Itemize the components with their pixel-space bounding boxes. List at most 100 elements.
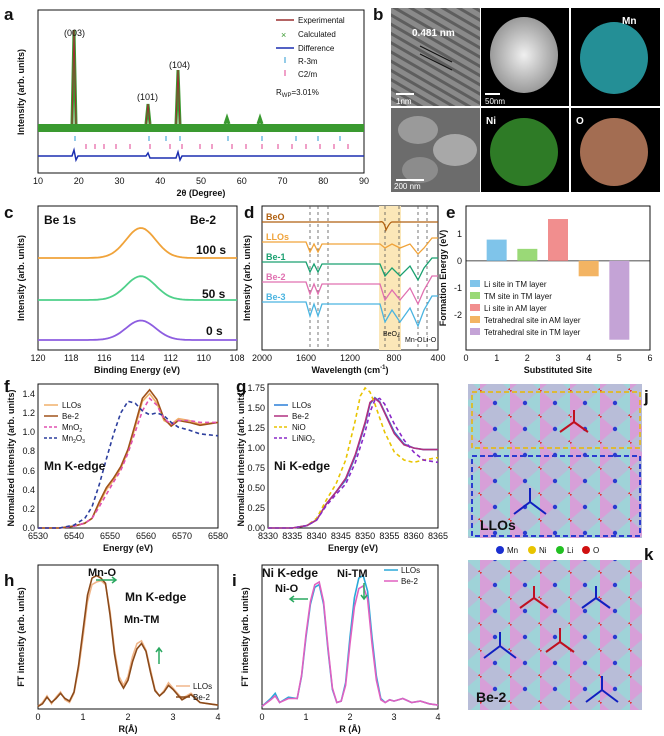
ylabel-c: Intensity (arb. units): [16, 235, 26, 321]
scale-hrtem: 1nm: [396, 97, 412, 106]
beo4-highlight: [379, 206, 401, 350]
svg-text:6530: 6530: [28, 531, 48, 541]
svg-text:4: 4: [435, 712, 440, 722]
svg-text:8340: 8340: [307, 531, 327, 541]
peak-label-101: (101): [137, 92, 158, 102]
panel-h: h Mn-O Mn K-edge Mn-TM LLOs Be-2 0 1 2 3…: [4, 564, 221, 734]
svg-text:20: 20: [74, 176, 84, 186]
ylabel-d: Intensity (arb. units): [242, 235, 252, 321]
panel-f: f LLOs Be-2 MnO2 Mn2O3 Mn K-edge 0.0 0.2…: [4, 377, 228, 553]
svg-text:116: 116: [97, 353, 111, 363]
panel-b: b 0.481 nm 1nm 50nm Mn 200 nm Ni O: [373, 5, 660, 192]
series-label-be3: Be-3: [266, 292, 286, 302]
panel-g: g LLOs Be-2 NiO LiNiO2 Ni K-edge 0.00 0.…: [236, 377, 448, 553]
svg-text:2: 2: [125, 712, 130, 722]
legend-h-be2: Be-2: [193, 693, 210, 702]
annot-ni-tm: Ni-TM: [337, 568, 368, 580]
svg-text:2000: 2000: [252, 353, 272, 363]
lattice-spacing: 0.481 nm: [412, 28, 455, 39]
svg-text:8355: 8355: [379, 531, 399, 541]
c2m-ticks: [85, 144, 349, 149]
xticks-i: 0 1 2 3 4: [259, 712, 440, 722]
svg-text:112: 112: [164, 353, 178, 363]
panel-d: d BeO LLOs Be-1 Be-2 Be-3 BeO4 Mn-O Li-O…: [242, 203, 446, 375]
mn-map-label: Mn: [622, 16, 636, 27]
i-line-be-2: [261, 580, 439, 708]
legend-difference: Difference: [298, 44, 335, 53]
ni-exafs-lines: [261, 574, 439, 708]
trace-label-50s: 50 s: [202, 287, 226, 301]
calculated-peaks: [70, 29, 264, 125]
annot-ni-o: Ni-O: [275, 583, 299, 595]
svg-text:2: 2: [347, 712, 352, 722]
f-line-be-2: [38, 388, 219, 529]
atom-legend-ni: Ni: [539, 546, 547, 555]
legend-f-be2: Be-2: [62, 412, 79, 421]
xticks-d: 2000 1600 1200 800 400: [252, 353, 446, 363]
panel-label-a: a: [4, 5, 14, 24]
svg-text:800: 800: [386, 353, 401, 363]
rwp-label: RWP=3.01%: [276, 88, 319, 99]
h-line-be-2: [37, 574, 219, 708]
legend-e-3: Li site in AM layer: [484, 304, 547, 313]
title-c: Be 1s: [44, 213, 76, 227]
annot-beo4: BeO4: [383, 331, 400, 340]
legend-e: Li site in TM layer TM site in TM layer …: [470, 280, 581, 337]
legend-e-2: TM site in TM layer: [484, 292, 552, 301]
ylabel-e: Formation Energy (eV): [438, 230, 448, 327]
panel-k: k Mn Ni Li O Be-2: [468, 545, 654, 710]
svg-text:6560: 6560: [136, 531, 156, 541]
svg-text:3: 3: [170, 712, 175, 722]
svg-text:1.25: 1.25: [247, 423, 265, 433]
xticks-a: 10 20 30 40 50 60 70 80 90: [33, 176, 369, 186]
mn-xanes-lines: [38, 388, 219, 529]
atom-legend-o: O: [593, 546, 599, 555]
legend-calculated: Calculated: [298, 30, 336, 39]
ylabel-g: Normalized intensity (arb. units): [236, 389, 246, 526]
panel-label-h: h: [4, 571, 14, 590]
svg-text:10: 10: [33, 176, 43, 186]
bar-site-5: [609, 260, 630, 340]
svg-text:8365: 8365: [428, 531, 448, 541]
legend-experimental: Experimental: [298, 16, 345, 25]
ni-xanes-lines: [268, 386, 439, 529]
legend-i: LLOs Be-2: [384, 566, 420, 586]
xticks-c: 120 118 116 114 112 110 108: [30, 353, 244, 363]
svg-text:120: 120: [30, 353, 45, 363]
bar-site-4: [578, 260, 599, 277]
panel-label-b: b: [373, 5, 383, 24]
svg-text:6550: 6550: [100, 531, 120, 541]
svg-text:-2: -2: [454, 310, 462, 320]
annot-mno: Mn-O: [405, 337, 423, 344]
sample-c: Be-2: [190, 213, 216, 227]
xlabel-g: Energy (eV): [328, 543, 378, 553]
f-line-mn2o3: [38, 400, 219, 529]
legend-f-mno2: MnO2: [62, 423, 82, 434]
g-line-nio: [268, 386, 439, 529]
legend-g: LLOs Be-2 NiO LiNiO2: [274, 401, 315, 445]
svg-text:6: 6: [647, 353, 652, 363]
atom-legend: Mn Ni Li O: [496, 546, 599, 555]
svg-text:70: 70: [277, 176, 287, 186]
peak-label-003: (003): [64, 28, 85, 38]
xps-trace-2: [38, 319, 237, 341]
panel-i: i Ni K-edge Ni-O Ni-TM LLOs Be-2 0 1 2 3…: [232, 564, 441, 734]
legend-r3m: R-3m: [298, 57, 318, 66]
svg-text:1.00: 1.00: [247, 443, 265, 453]
svg-text:5: 5: [617, 353, 622, 363]
xticks-g: 8330 8335 8340 8345 8350 8355 8360 8365: [258, 531, 448, 541]
f-line-mno2: [38, 397, 218, 529]
legend-i-llos: LLOs: [401, 566, 420, 575]
o-map-label: O: [576, 116, 584, 127]
series-label-be2: Be-2: [266, 272, 286, 282]
legend-f: LLOs Be-2 MnO2 Mn2O3: [44, 401, 85, 445]
scale-haadf: 50nm: [485, 97, 505, 106]
svg-text:0.25: 0.25: [247, 503, 265, 513]
svg-text:8345: 8345: [331, 531, 351, 541]
svg-text:8330: 8330: [258, 531, 278, 541]
ni-map-label: Ni: [486, 116, 496, 127]
yticks-f: 0.0 0.2 0.4 0.6 0.8 1.0 1.2 1.4: [22, 389, 35, 533]
formation-energy-bars: [466, 219, 650, 340]
title-g: Ni K-edge: [274, 459, 330, 473]
svg-text:6580: 6580: [208, 531, 228, 541]
